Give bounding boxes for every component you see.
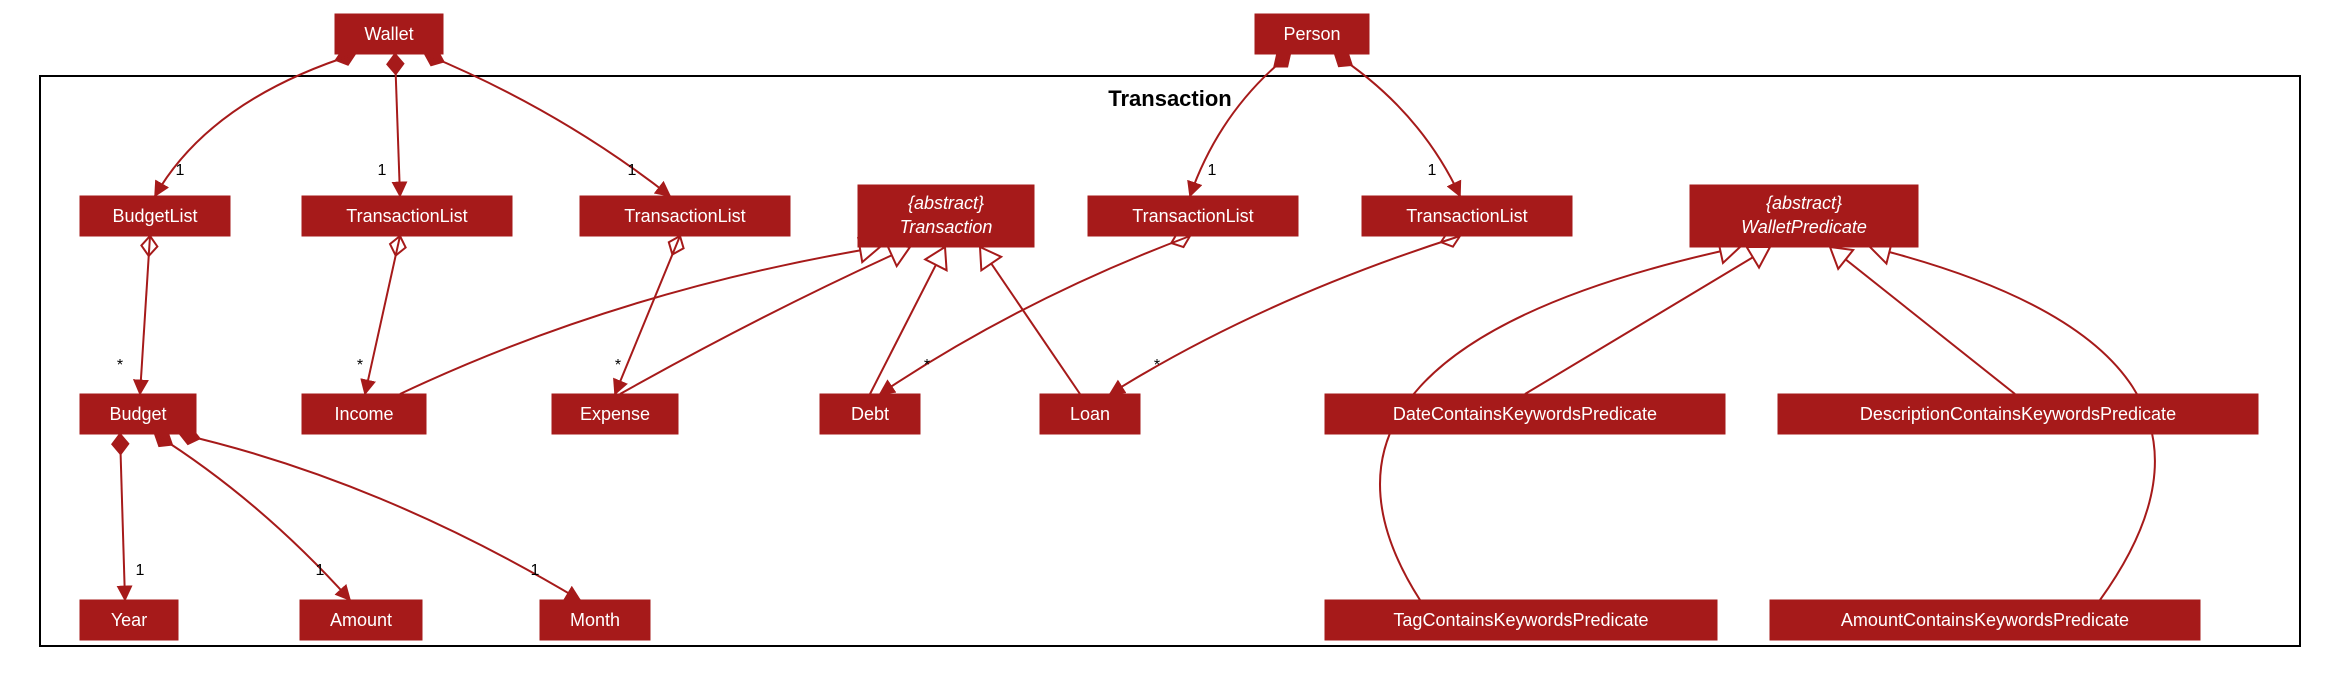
class-debt: Debt bbox=[820, 394, 920, 434]
multiplicity: 1 bbox=[176, 162, 185, 179]
multiplicity: 1 bbox=[378, 162, 387, 179]
stereotype: {abstract} bbox=[908, 193, 984, 213]
class-label: TagContainsKeywordsPredicate bbox=[1393, 610, 1648, 630]
edge-budget-month: 1 bbox=[178, 426, 580, 600]
edge-person-translist4: 1 bbox=[1331, 47, 1460, 196]
edge-budget-year: 1 bbox=[112, 434, 145, 600]
class-month: Month bbox=[540, 600, 650, 640]
class-datepred: DateContainsKeywordsPredicate bbox=[1325, 394, 1725, 434]
class-label: TransactionList bbox=[1406, 206, 1527, 226]
multiplicity: * bbox=[924, 357, 930, 374]
class-label: Wallet bbox=[364, 24, 413, 44]
edge-income-abs_transaction bbox=[400, 238, 880, 394]
class-translist3: TransactionList bbox=[1088, 196, 1298, 236]
edge-budgetlist-budget: * bbox=[117, 235, 158, 394]
package-label: Transaction bbox=[1108, 86, 1231, 111]
class-label: Expense bbox=[580, 404, 650, 424]
multiplicity: 1 bbox=[136, 562, 145, 579]
edge-wallet-translist2: 1 bbox=[422, 47, 670, 196]
edge-person-translist3: 1 bbox=[1190, 48, 1295, 196]
class-translist4: TransactionList bbox=[1362, 196, 1572, 236]
class-amount: Amount bbox=[300, 600, 422, 640]
class-income: Income bbox=[302, 394, 426, 434]
class-label: Transaction bbox=[900, 217, 993, 237]
class-label: TransactionList bbox=[346, 206, 467, 226]
class-wallet: Wallet bbox=[335, 14, 443, 54]
uml-diagram: Transaction 1 1 1 1 1 * * * * * 1 1 1 Wallet Person Budg… bbox=[0, 0, 2334, 680]
class-loan: Loan bbox=[1040, 394, 1140, 434]
class-label: Month bbox=[570, 610, 620, 630]
class-label: Amount bbox=[330, 610, 392, 630]
class-label: Person bbox=[1283, 24, 1340, 44]
edge-translist4-loan: * bbox=[1110, 228, 1462, 394]
edge-debt-abs_transaction bbox=[870, 247, 947, 394]
multiplicity: 1 bbox=[531, 562, 540, 579]
edge-translist2-expense: * bbox=[615, 233, 688, 394]
class-label: TransactionList bbox=[1132, 206, 1253, 226]
class-label: Budget bbox=[109, 404, 166, 424]
multiplicity: * bbox=[615, 357, 621, 374]
class-label: Income bbox=[334, 404, 393, 424]
class-abs_transaction: {abstract} Transaction bbox=[858, 185, 1034, 247]
multiplicity: * bbox=[1154, 357, 1160, 374]
class-label: BudgetList bbox=[112, 206, 197, 226]
edge-wallet-budgetlist: 1 bbox=[155, 46, 357, 196]
class-budget: Budget bbox=[80, 394, 196, 434]
class-translist1: TransactionList bbox=[302, 196, 512, 236]
class-person: Person bbox=[1255, 14, 1369, 54]
stereotype: {abstract} bbox=[1766, 193, 1842, 213]
class-label: Year bbox=[111, 610, 147, 630]
class-label: DateContainsKeywordsPredicate bbox=[1393, 404, 1657, 424]
class-label: WalletPredicate bbox=[1741, 217, 1867, 237]
multiplicity: * bbox=[117, 357, 123, 374]
class-translist2: TransactionList bbox=[580, 196, 790, 236]
edge-translist1-income: * bbox=[357, 234, 408, 394]
class-label: Loan bbox=[1070, 404, 1110, 424]
multiplicity: 1 bbox=[628, 162, 637, 179]
class-label: AmountContainsKeywordsPredicate bbox=[1841, 610, 2129, 630]
edge-descpred-abs_walletpred bbox=[1830, 247, 2015, 394]
class-budgetlist: BudgetList bbox=[80, 196, 230, 236]
multiplicity: 1 bbox=[316, 562, 325, 579]
multiplicity: * bbox=[357, 357, 363, 374]
edge-loan-abs_transaction bbox=[980, 247, 1080, 394]
class-label: Debt bbox=[851, 404, 889, 424]
class-descpred: DescriptionContainsKeywordsPredicate bbox=[1778, 394, 2258, 434]
edges-layer: 1 1 1 1 1 * * * * * 1 1 1 bbox=[112, 46, 2155, 600]
multiplicity: 1 bbox=[1428, 162, 1437, 179]
class-expense: Expense bbox=[552, 394, 678, 434]
multiplicity: 1 bbox=[1208, 162, 1217, 179]
edge-expense-abs_transaction bbox=[620, 244, 910, 394]
edge-translist3-debt: * bbox=[880, 229, 1193, 394]
class-year: Year bbox=[80, 600, 178, 640]
class-abs_walletpred: {abstract} WalletPredicate bbox=[1690, 185, 1918, 247]
class-amtpred: AmountContainsKeywordsPredicate bbox=[1770, 600, 2200, 640]
class-label: DescriptionContainsKeywordsPredicate bbox=[1860, 404, 2176, 424]
class-tagpred: TagContainsKeywordsPredicate bbox=[1325, 600, 1717, 640]
class-label: TransactionList bbox=[624, 206, 745, 226]
